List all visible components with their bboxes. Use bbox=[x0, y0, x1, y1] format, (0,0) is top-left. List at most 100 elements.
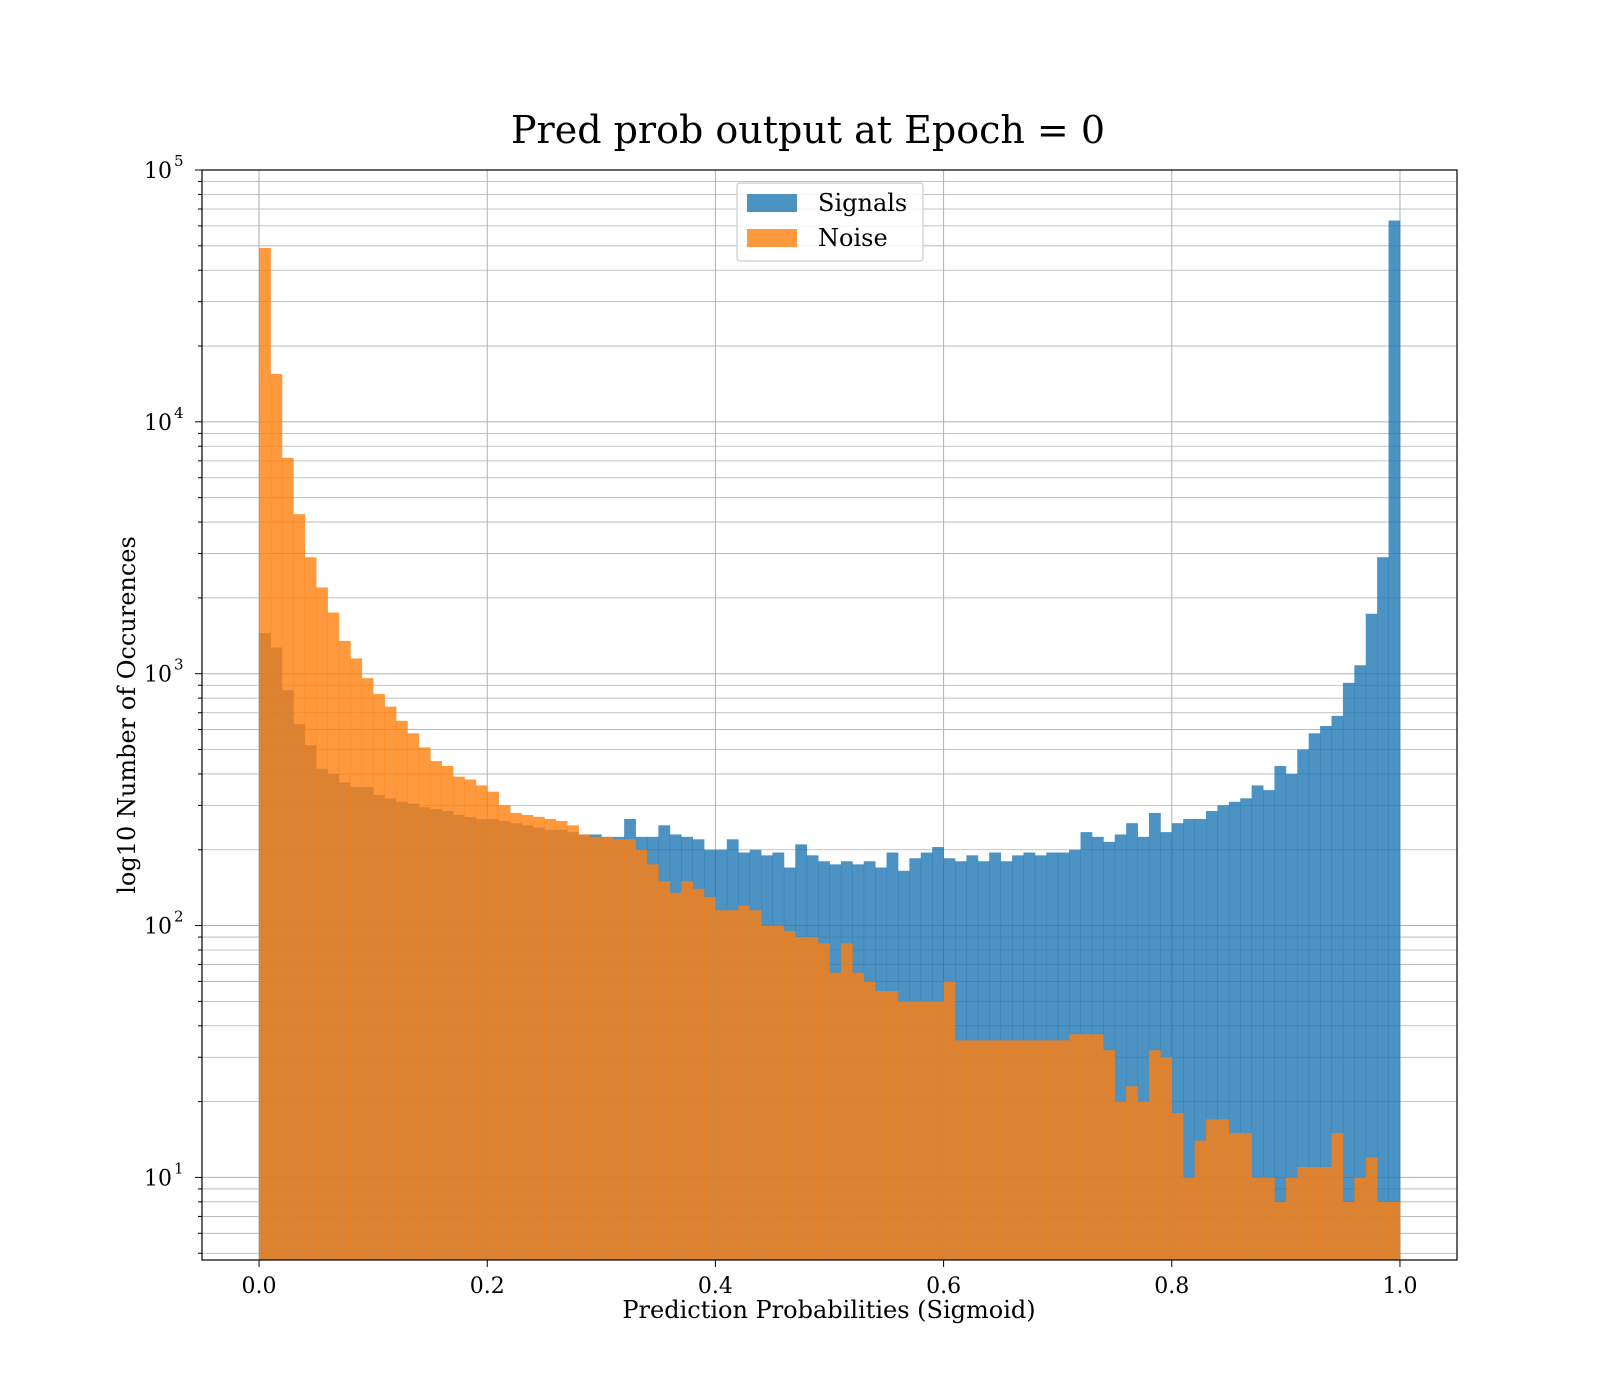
legend-label-signals: Signals bbox=[818, 189, 907, 217]
bar-noise bbox=[350, 658, 363, 1260]
bar-noise bbox=[840, 943, 853, 1260]
x-tick-label: 0.2 bbox=[470, 1274, 505, 1299]
bar-noise bbox=[897, 1001, 910, 1260]
y-tick-label: 10 bbox=[144, 411, 172, 436]
bar-noise bbox=[1297, 1166, 1310, 1260]
bar-noise bbox=[1023, 1040, 1036, 1260]
bar-noise bbox=[1137, 1101, 1150, 1260]
bar-noise bbox=[1057, 1040, 1070, 1260]
bar-noise bbox=[932, 1001, 944, 1260]
bar-noise bbox=[464, 779, 477, 1260]
bar-noise bbox=[920, 1001, 933, 1260]
bar-noise bbox=[806, 937, 819, 1260]
bar-signals bbox=[1206, 811, 1218, 1260]
bar-noise bbox=[316, 587, 328, 1260]
bar-signals bbox=[1251, 785, 1264, 1260]
legend: Signals Noise bbox=[736, 182, 924, 262]
bar-noise bbox=[1103, 1050, 1116, 1260]
bar-signals bbox=[1342, 682, 1355, 1260]
bar-noise bbox=[304, 557, 317, 1260]
bar-noise bbox=[430, 761, 442, 1260]
bar-noise bbox=[1171, 1113, 1184, 1260]
bar-noise bbox=[669, 892, 682, 1260]
bar-signals bbox=[1285, 773, 1298, 1260]
y-tick-exponent: 1 bbox=[174, 1159, 184, 1177]
y-axis-label: log10 Number of Occurences bbox=[113, 536, 141, 894]
bar-noise bbox=[487, 791, 500, 1260]
bar-signals bbox=[1308, 733, 1321, 1260]
bar-noise bbox=[1320, 1166, 1332, 1260]
bar-noise bbox=[1285, 1177, 1298, 1260]
bar-noise bbox=[1148, 1050, 1161, 1260]
bar-noise bbox=[1183, 1177, 1195, 1260]
bar-noise bbox=[361, 678, 374, 1260]
y-tick-exponent: 2 bbox=[174, 908, 184, 926]
bar-noise bbox=[1206, 1119, 1218, 1260]
bar-noise bbox=[875, 990, 887, 1260]
bar-noise bbox=[909, 1001, 922, 1260]
bar-signals bbox=[1331, 715, 1344, 1260]
bar-noise bbox=[1308, 1166, 1321, 1260]
y-tick-label: 10 bbox=[144, 1166, 172, 1191]
bar-noise bbox=[658, 881, 671, 1260]
bar-noise bbox=[1160, 1057, 1173, 1260]
y-tick-exponent: 3 bbox=[174, 656, 184, 674]
bar-noise bbox=[818, 943, 830, 1260]
bar-noise bbox=[715, 910, 728, 1260]
bar-noise bbox=[1080, 1034, 1093, 1260]
bar-noise bbox=[761, 925, 773, 1260]
bar-noise bbox=[1263, 1177, 1275, 1260]
plot-frame bbox=[201, 169, 1458, 1261]
bar-noise bbox=[1217, 1119, 1230, 1260]
bar-noise bbox=[453, 776, 465, 1260]
bar-signals bbox=[1228, 801, 1241, 1260]
bar-noise bbox=[1365, 1157, 1378, 1260]
y-tick-exponent: 5 bbox=[174, 152, 184, 170]
legend-label-noise: Noise bbox=[818, 224, 888, 252]
bar-noise bbox=[259, 248, 271, 1260]
bar-noise bbox=[521, 814, 534, 1260]
bar-signals bbox=[1240, 798, 1253, 1260]
bar-noise bbox=[373, 694, 385, 1260]
bar-signals bbox=[1171, 823, 1184, 1260]
bar-signals bbox=[1114, 834, 1127, 1260]
bar-signals bbox=[1297, 749, 1310, 1260]
legend-swatch-noise bbox=[747, 229, 797, 247]
bar-noise bbox=[578, 834, 591, 1260]
bar-noise bbox=[1091, 1034, 1104, 1260]
bar-noise bbox=[989, 1040, 1002, 1260]
bar-noise bbox=[1046, 1040, 1059, 1260]
bar-noise bbox=[589, 836, 602, 1260]
x-tick-label: 0.8 bbox=[1154, 1274, 1189, 1299]
bar-noise bbox=[966, 1040, 979, 1260]
x-tick-label: 0.4 bbox=[698, 1274, 733, 1299]
y-tick-exponent: 4 bbox=[174, 404, 184, 422]
bar-noise bbox=[1377, 1201, 1389, 1260]
bar-noise bbox=[1331, 1133, 1344, 1260]
x-tick-label: 1.0 bbox=[1382, 1274, 1417, 1299]
bar-noise bbox=[943, 981, 956, 1260]
bar-signals bbox=[1126, 823, 1138, 1260]
x-axis-label: Prediction Probabilities (Sigmoid) bbox=[622, 1296, 1035, 1324]
bar-noise bbox=[726, 910, 739, 1260]
bar-signals bbox=[1365, 613, 1378, 1260]
bar-signals bbox=[1137, 836, 1150, 1260]
bar-noise bbox=[1354, 1177, 1367, 1260]
bar-noise bbox=[510, 812, 522, 1260]
histogram-bars bbox=[259, 220, 1401, 1261]
bar-noise bbox=[624, 839, 636, 1260]
bar-noise bbox=[738, 905, 751, 1260]
y-tick-label: 10 bbox=[144, 915, 172, 940]
bar-signals bbox=[1354, 665, 1367, 1260]
bar-noise bbox=[1012, 1040, 1024, 1260]
bar-noise bbox=[601, 836, 614, 1260]
bar-noise bbox=[544, 818, 557, 1260]
legend-swatch-signals bbox=[747, 194, 797, 212]
bar-noise bbox=[395, 720, 408, 1260]
x-tick-label: 0.0 bbox=[242, 1274, 277, 1299]
bar-signals bbox=[1263, 790, 1275, 1260]
bar-noise bbox=[1069, 1034, 1081, 1260]
